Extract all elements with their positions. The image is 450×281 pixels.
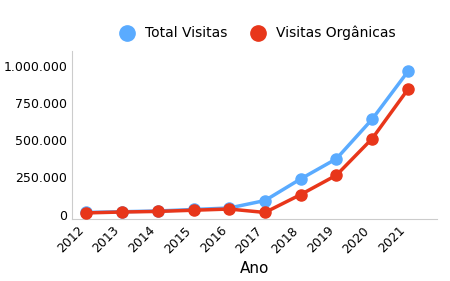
Line: Visitas Orgânicas: Visitas Orgânicas: [81, 84, 414, 218]
Visitas Orgânicas: [405, 88, 410, 91]
Visitas Orgânicas: [298, 193, 303, 196]
Total Visitas: [369, 117, 375, 121]
Total Visitas: [119, 210, 125, 213]
Line: Total Visitas: Total Visitas: [81, 66, 414, 218]
Visitas Orgânicas: [155, 210, 161, 213]
X-axis label: Ano: Ano: [239, 261, 269, 276]
Visitas Orgânicas: [369, 137, 375, 140]
Legend: Total Visitas, Visitas Orgânicas: Total Visitas, Visitas Orgânicas: [108, 21, 401, 46]
Visitas Orgânicas: [226, 207, 232, 211]
Total Visitas: [226, 206, 232, 210]
Total Visitas: [405, 70, 410, 73]
Visitas Orgânicas: [191, 209, 196, 212]
Visitas Orgânicas: [334, 173, 339, 177]
Total Visitas: [262, 199, 268, 202]
Total Visitas: [155, 209, 161, 213]
Total Visitas: [334, 157, 339, 160]
Total Visitas: [191, 208, 196, 211]
Total Visitas: [298, 177, 303, 181]
Visitas Orgânicas: [84, 211, 89, 215]
Visitas Orgânicas: [119, 210, 125, 214]
Visitas Orgânicas: [262, 211, 268, 214]
Total Visitas: [84, 211, 89, 214]
